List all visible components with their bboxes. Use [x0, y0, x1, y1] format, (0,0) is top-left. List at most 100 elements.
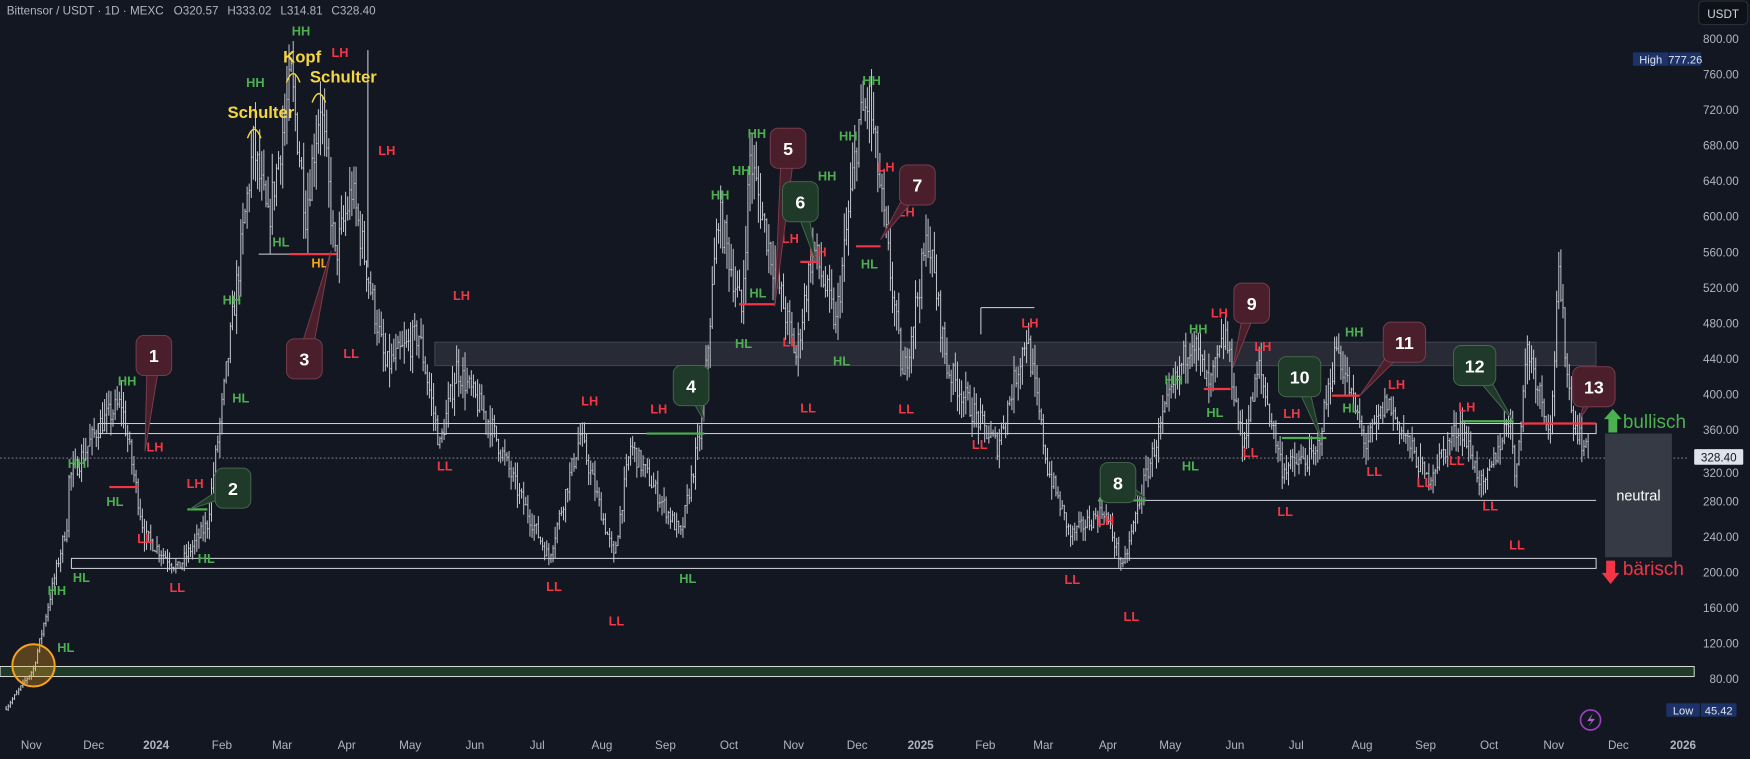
- ohlc-bar: [242, 202, 244, 255]
- lightning-icon[interactable]: [1579, 709, 1602, 731]
- ohlc-bar: [181, 562, 184, 571]
- swing-label-ll: LL: [546, 579, 562, 594]
- ohlc-bar: [317, 109, 320, 154]
- time-tick: Dec: [847, 739, 868, 752]
- swing-label-ll: LL: [1509, 538, 1525, 553]
- neutral-zone-box: [1605, 433, 1672, 558]
- ohlc-bar: [835, 301, 837, 334]
- ohlc-bar: [675, 512, 678, 538]
- support-zone-green: [0, 665, 1695, 678]
- ohlc-bar: [1237, 397, 1240, 431]
- price-tick: 80.00: [1710, 673, 1740, 686]
- ohlc-bar: [353, 166, 355, 209]
- ohlc-bar: [1515, 463, 1518, 488]
- ohlc-bar: [1262, 374, 1265, 399]
- ohlc-bar: [1396, 416, 1399, 431]
- ohlc-bar: [168, 552, 171, 571]
- svg-text:USDT[interactable]: USDT: [1707, 8, 1739, 21]
- ohlc-bar: [1319, 436, 1321, 460]
- ohlc-bar: [1383, 387, 1386, 418]
- price-tick: 800.00: [1703, 33, 1739, 46]
- ohlc-bar: [438, 436, 441, 449]
- price-axis[interactable]: 800.00 760.00 720.00 680.00 640.00 600.00 560.…: [1703, 33, 1739, 686]
- ohlc-bar: [1409, 435, 1411, 459]
- ohlc-bar: [189, 543, 192, 557]
- ohlc-bar: [1503, 407, 1506, 445]
- callout-box: [1233, 282, 1270, 324]
- ohlc-bar: [405, 329, 408, 348]
- ohlc-bar: [1279, 435, 1282, 462]
- ohlc-bar: [1210, 372, 1212, 397]
- ohlc-bar: [198, 528, 200, 549]
- ohlc-bar: [514, 462, 517, 490]
- ohlc-bar: [1471, 445, 1474, 470]
- ohlc-bar: [51, 577, 54, 605]
- ohlc-bar: [114, 389, 117, 421]
- ohlc-bar: [1476, 451, 1478, 483]
- ohlc-bar: [1270, 413, 1273, 430]
- ohlc-bar: [394, 333, 397, 371]
- ohlc-bar: [418, 335, 420, 359]
- ohlc-bar: [1036, 365, 1038, 406]
- ohlc-bar: [648, 459, 651, 487]
- ohlc-bar: [1228, 341, 1231, 363]
- ohlc-bar: [1327, 378, 1330, 418]
- callout-box: [769, 127, 807, 169]
- ohlc-bar: [1369, 422, 1372, 443]
- ohlc-bar: [765, 218, 768, 256]
- ohlc-bar: [103, 398, 106, 432]
- ohlc-bar: [979, 397, 982, 431]
- last-price-label: 328.40: [1694, 449, 1744, 465]
- ohlc-bar: [330, 157, 332, 245]
- ohlc-bar: [1103, 511, 1105, 526]
- ohlc-bar: [1111, 512, 1114, 542]
- time-tick: May: [1159, 739, 1181, 752]
- ohlc-bar: [1442, 435, 1445, 466]
- ohlc-bar: [547, 543, 550, 566]
- ohlc-bar: [275, 163, 278, 207]
- callout-box: [1452, 345, 1497, 387]
- ohlc-bar: [870, 69, 873, 152]
- swing-label-ll: LL: [343, 346, 359, 361]
- ohlc-bar: [128, 431, 131, 445]
- callout-number: 12: [1465, 356, 1485, 376]
- ohlc-bar: [1216, 345, 1219, 378]
- ohlc-bar: [267, 176, 269, 208]
- price-tick: 120.00: [1703, 638, 1739, 651]
- ohlc-bar: [359, 210, 362, 266]
- ohlc-bar: [1275, 420, 1277, 454]
- arrow-up-icon: [1603, 409, 1622, 433]
- ohlc-bar: [378, 308, 381, 344]
- ohlc-bar: [1440, 449, 1443, 459]
- ohlc-bar: [684, 504, 686, 529]
- callout-3: 3: [286, 250, 332, 380]
- ohlc-bar: [409, 322, 412, 372]
- time-tick: Feb: [212, 739, 233, 752]
- ohlc-bar: [839, 275, 841, 319]
- ohlc-bar: [1050, 460, 1053, 500]
- time-axis[interactable]: Nov Dec 2024 Feb Mar Apr May Jun Jul Aug Sep Oct Nov…: [21, 739, 1697, 752]
- ohlc-bar: [841, 257, 844, 313]
- close-value: C328.40: [331, 4, 376, 17]
- swing-label-ll: LL: [898, 402, 914, 417]
- ohlc-bar: [646, 458, 649, 474]
- ohlc-bar: [269, 198, 272, 255]
- ohlc-bar: [1402, 414, 1405, 442]
- ohlc-bar: [914, 280, 917, 350]
- ohlc-bar: [1021, 347, 1024, 385]
- ohlc-bar: [1386, 394, 1388, 414]
- price-tick: 360.00: [1703, 424, 1739, 437]
- ohlc-bar: [713, 237, 716, 286]
- ohlc-bar: [772, 241, 774, 301]
- ohlc-bar: [1145, 455, 1147, 482]
- ohlc-bar: [1482, 468, 1485, 496]
- ohlc-bar: [1205, 369, 1208, 387]
- currency-button[interactable]: USDT: [1698, 0, 1749, 26]
- ohlc-bar: [476, 379, 479, 417]
- ohlc-bar: [1490, 460, 1493, 468]
- callout-box: [1099, 462, 1137, 504]
- ohlc-bar: [1448, 437, 1451, 456]
- ohlc-bar: [1122, 558, 1124, 568]
- ohlc-bar: [1480, 470, 1483, 498]
